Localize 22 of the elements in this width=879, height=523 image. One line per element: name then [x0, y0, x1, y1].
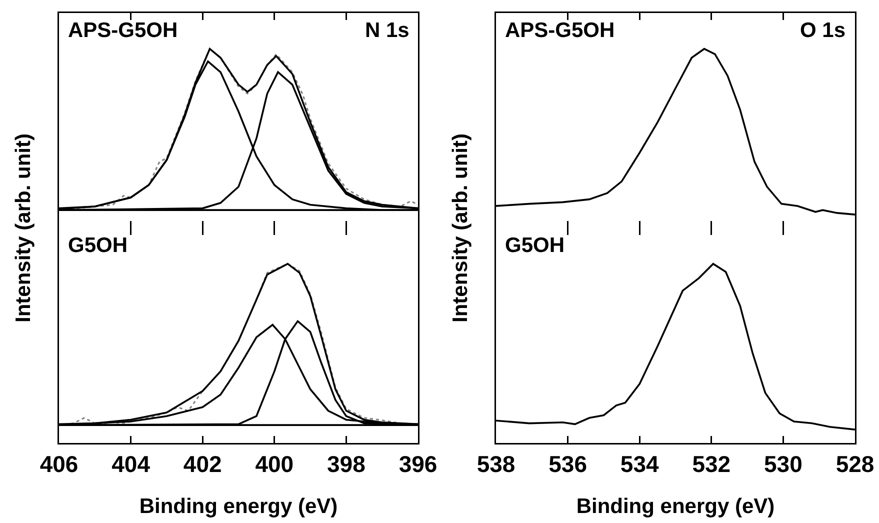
x-tick-label: 534	[620, 451, 659, 478]
x-tick-label: 404	[112, 451, 150, 478]
text: O 1s	[800, 19, 846, 42]
text: N 1s	[365, 19, 410, 42]
text: G5OH	[505, 234, 565, 257]
x-tick-label: 402	[183, 451, 222, 478]
x-tick-label: 406	[40, 451, 78, 478]
text: G5OH	[68, 234, 128, 257]
x-tick-label: 400	[255, 451, 294, 478]
x-tick-label: 530	[764, 451, 802, 478]
x-tick-label: 398	[327, 451, 366, 478]
x-tick-label: 532	[692, 451, 731, 478]
x-tick-label: 536	[548, 451, 587, 478]
x-tick-label: 528	[836, 451, 874, 478]
x-tick-label: 396	[398, 451, 438, 478]
text: APS-G5OH	[505, 19, 615, 42]
y-axis-title: Intensity (arb. unit)	[449, 134, 473, 322]
y-axis-title: Intensity (arb. unit)	[12, 134, 36, 322]
text: APS-G5OH	[68, 19, 178, 42]
x-axis-title: Binding energy (eV)	[576, 495, 775, 518]
x-tick-label: 538	[476, 451, 516, 478]
x-axis-title: Binding energy (eV)	[139, 495, 338, 518]
